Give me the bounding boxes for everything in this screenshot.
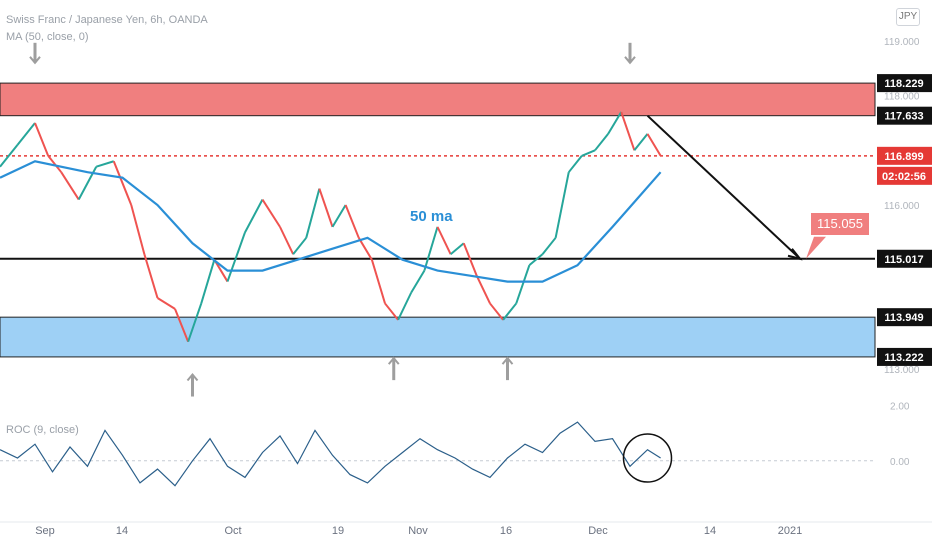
- price-segment: [620, 111, 636, 151]
- price-segment: [357, 237, 373, 261]
- price-segment: [0, 144, 19, 168]
- price-segment: [226, 232, 246, 282]
- price-label-box: [877, 249, 932, 268]
- price-label-text: 117.633: [884, 111, 923, 123]
- price-segment: [156, 297, 176, 310]
- x-tick-label: Dec: [588, 525, 608, 537]
- price-label-text: 113.949: [884, 312, 923, 324]
- x-tick-label: 14: [704, 525, 716, 537]
- price-segment: [174, 308, 190, 343]
- marker-arrow-head: [624, 56, 636, 65]
- price-label-text: 115.017: [884, 254, 923, 266]
- marker-arrow-head: [29, 56, 41, 65]
- price-segment: [449, 242, 465, 255]
- y-tick-label: 119.000: [884, 37, 920, 48]
- price-segment: [261, 198, 281, 228]
- price-segment: [475, 275, 491, 304]
- y-tick-label: 113.000: [884, 365, 920, 376]
- roc-legend: ROC (9, close): [6, 424, 79, 436]
- price-segment: [410, 270, 426, 294]
- resistance-zone: [0, 82, 876, 117]
- price-label-text: 116.899: [884, 151, 923, 163]
- price-segment: [244, 199, 264, 233]
- price-label-text: 113.222: [884, 352, 923, 364]
- y-tick-label: 118.000: [884, 92, 920, 103]
- price-label-box: [877, 308, 932, 327]
- price-segment: [279, 226, 295, 255]
- ma-annotation: 50 ma: [410, 208, 453, 225]
- price-segment: [370, 259, 386, 304]
- price-segment: [607, 111, 623, 135]
- roc-line: [0, 421, 661, 487]
- price-segment: [397, 292, 413, 321]
- price-segment: [200, 259, 216, 304]
- price-segment: [489, 302, 504, 321]
- ma-line: [0, 160, 662, 283]
- y-tick-label: 116.000: [884, 201, 920, 212]
- marker-arrow-head: [387, 356, 400, 365]
- x-tick-label: Nov: [408, 525, 428, 537]
- price-label-box: [877, 106, 932, 125]
- price-segment: [423, 226, 439, 271]
- price-segment: [436, 226, 452, 255]
- price-segment: [502, 302, 518, 321]
- price-segment: [47, 155, 63, 173]
- price-segment: [292, 237, 308, 255]
- price-segment: [462, 242, 478, 277]
- price-segment: [112, 160, 133, 206]
- price-segment: [331, 204, 347, 228]
- symbol-legend: Swiss Franc / Japanese Yen, 6h, OANDA: [6, 14, 208, 26]
- price-segment: [95, 160, 115, 168]
- x-tick-label: 16: [500, 525, 512, 537]
- price-segment: [34, 122, 50, 157]
- price-segment: [528, 253, 544, 266]
- target-price-tag: 115.055: [811, 213, 869, 235]
- x-tick-label: Oct: [224, 525, 241, 537]
- price-segment: [581, 149, 596, 157]
- price-segment: [515, 264, 531, 304]
- price-segment: [318, 188, 334, 228]
- price-segment: [60, 171, 80, 201]
- price-segment: [541, 237, 557, 255]
- price-segment: [187, 303, 203, 343]
- price-segment: [344, 204, 360, 239]
- roc-tick-label: 0.00: [890, 457, 910, 468]
- ma-legend: MA (50, close, 0): [6, 31, 89, 43]
- marker-arrow-head: [501, 356, 514, 365]
- roc-highlight-circle: [622, 433, 673, 483]
- price-segment: [554, 171, 570, 239]
- price-label-box: [877, 347, 932, 366]
- price-label-box: [877, 74, 932, 93]
- price-label-box: [877, 146, 932, 165]
- price-segment: [16, 122, 36, 146]
- countdown-box: [877, 166, 932, 185]
- price-segment: [633, 133, 649, 151]
- price-segment: [143, 253, 159, 299]
- currency-button[interactable]: JPY: [896, 8, 920, 26]
- x-tick-label: Sep: [35, 525, 55, 537]
- x-tick-label: 2021: [778, 525, 802, 537]
- price-segment: [567, 155, 583, 173]
- price-segment: [594, 133, 609, 151]
- projection-arrow: [646, 114, 801, 260]
- price-segment: [646, 133, 662, 157]
- arrow-head: [787, 248, 803, 261]
- price-label-text: 118.229: [884, 78, 923, 90]
- roc-tick-label: 2.00: [890, 402, 910, 413]
- marker-arrow-head: [186, 372, 199, 382]
- price-segment: [305, 188, 321, 239]
- support-zone: [0, 316, 876, 358]
- price-segment: [130, 204, 146, 255]
- x-tick-label: 19: [332, 525, 344, 537]
- x-tick-label: 14: [116, 525, 128, 537]
- target-pointer: [806, 236, 826, 259]
- price-segment: [384, 302, 399, 321]
- countdown-text: 02:02:56: [882, 171, 926, 183]
